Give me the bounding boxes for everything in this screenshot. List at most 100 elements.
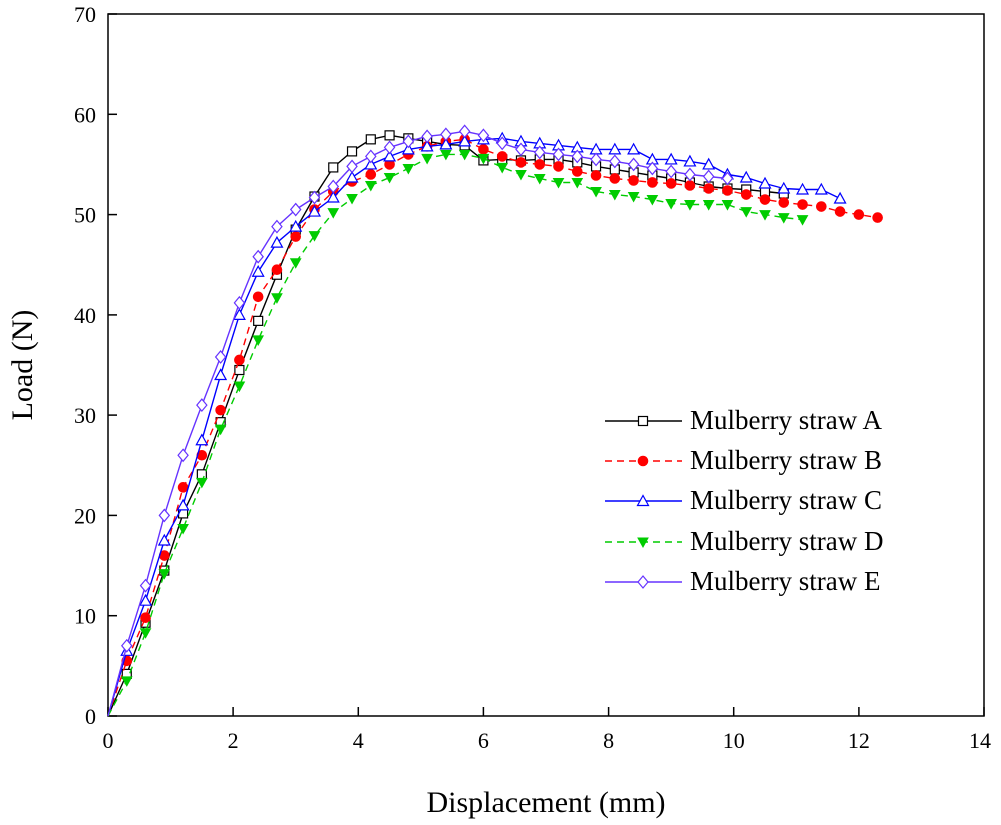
data-point (778, 197, 790, 208)
data-point (477, 153, 490, 165)
data-point (196, 469, 207, 480)
data-point (139, 578, 152, 593)
y-tick-label: 20 (74, 503, 96, 528)
data-point (796, 182, 810, 195)
data-point (758, 176, 772, 189)
data-point (271, 293, 283, 304)
legend-marker (637, 537, 649, 549)
data-point (384, 130, 395, 141)
data-point (533, 145, 546, 160)
data-point (647, 177, 658, 188)
data-point (609, 173, 621, 184)
legend-label: Mulberry straw A (690, 405, 882, 435)
legend-label: Mulberry straw B (690, 445, 882, 475)
data-point (421, 153, 433, 165)
data-point (214, 424, 227, 436)
x-axis: 0 2 4 6 8 10 12 14 (103, 707, 991, 753)
data-point (176, 498, 190, 511)
data-point (759, 194, 771, 205)
data-point (120, 676, 133, 687)
data-point (628, 175, 639, 186)
legend-swatch (605, 537, 682, 549)
data-point (590, 152, 602, 167)
x-tick-label: 8 (603, 728, 614, 753)
legend-item: Mulberry straw D (605, 526, 883, 556)
data-point (308, 190, 321, 205)
x-tick: 4 (353, 707, 364, 753)
y-tick: 40 (74, 303, 117, 328)
data-point (590, 187, 602, 198)
data-point (177, 482, 189, 493)
y-tick-label: 50 (74, 203, 96, 228)
data-point (215, 404, 226, 416)
data-point (364, 157, 378, 170)
data-point (327, 208, 340, 219)
y-tick: 60 (74, 102, 117, 127)
data-point (252, 291, 264, 303)
plot-frame (107, 13, 985, 717)
data-point (232, 308, 246, 320)
x-tick-label: 14 (969, 728, 991, 753)
data-point (590, 170, 602, 181)
data-point (252, 249, 264, 264)
data-point (365, 149, 377, 164)
y-tick-label: 0 (85, 704, 96, 729)
data-point (702, 169, 715, 184)
data-point (515, 157, 527, 168)
data-point (553, 161, 564, 172)
y-tick: 50 (74, 203, 117, 228)
data-point (365, 169, 377, 180)
data-point (234, 364, 245, 376)
data-point (777, 181, 791, 194)
data-point (328, 162, 339, 173)
data-point (683, 154, 697, 167)
legend-label: Mulberry straw D (690, 526, 883, 556)
data-point (196, 477, 208, 489)
data-point (346, 146, 358, 157)
data-point (552, 147, 565, 162)
data-point (289, 202, 302, 217)
data-point (196, 398, 208, 413)
legend-marker (637, 575, 649, 589)
data-point (684, 200, 696, 211)
x-tick-label: 4 (353, 728, 364, 753)
data-point (233, 381, 246, 393)
x-tick-label: 2 (228, 728, 239, 753)
legend-swatch (605, 455, 682, 467)
x-axis-title: Displacement (mm) (426, 786, 665, 819)
data-point (833, 191, 847, 204)
data-point (139, 593, 153, 606)
data-point (740, 189, 752, 200)
data-point (552, 177, 565, 189)
data-point (646, 195, 659, 206)
data-point (214, 368, 228, 381)
data-point (177, 523, 189, 535)
series-line (107, 130, 728, 717)
y-axis-title: Load (N) (6, 310, 39, 421)
data-point (684, 167, 696, 182)
data-point (627, 192, 640, 203)
data-point (402, 134, 415, 149)
data-point (608, 190, 621, 201)
data-point (853, 209, 865, 220)
legend-swatch (605, 494, 682, 507)
y-tick: 70 (74, 2, 117, 27)
data-point (270, 235, 284, 248)
data-point (383, 140, 396, 155)
data-point (534, 159, 546, 170)
data-point (234, 354, 245, 366)
data-point (796, 215, 809, 226)
data-point (722, 185, 733, 196)
y-tick: 0 (85, 704, 117, 729)
data-point (477, 128, 490, 143)
series (107, 134, 883, 717)
data-point (439, 137, 453, 150)
data-point (571, 177, 584, 189)
y-tick: 10 (74, 604, 117, 629)
x-tick: 6 (478, 707, 489, 753)
data-point (571, 166, 583, 177)
series-line (107, 137, 841, 717)
data-point (834, 206, 846, 217)
x-tick-label: 10 (723, 728, 745, 753)
